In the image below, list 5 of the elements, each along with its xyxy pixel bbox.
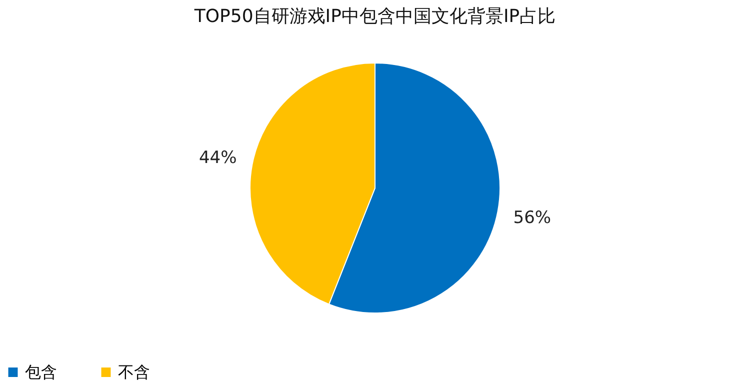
chart-title: TOP50自研游戏IP中包含中国文化背景IP占比 [193,6,556,27]
legend-label: 不含 [118,362,150,382]
data-label: 44% [198,148,237,168]
legend-label: 包含 [25,362,57,382]
data-label: 56% [513,208,552,228]
